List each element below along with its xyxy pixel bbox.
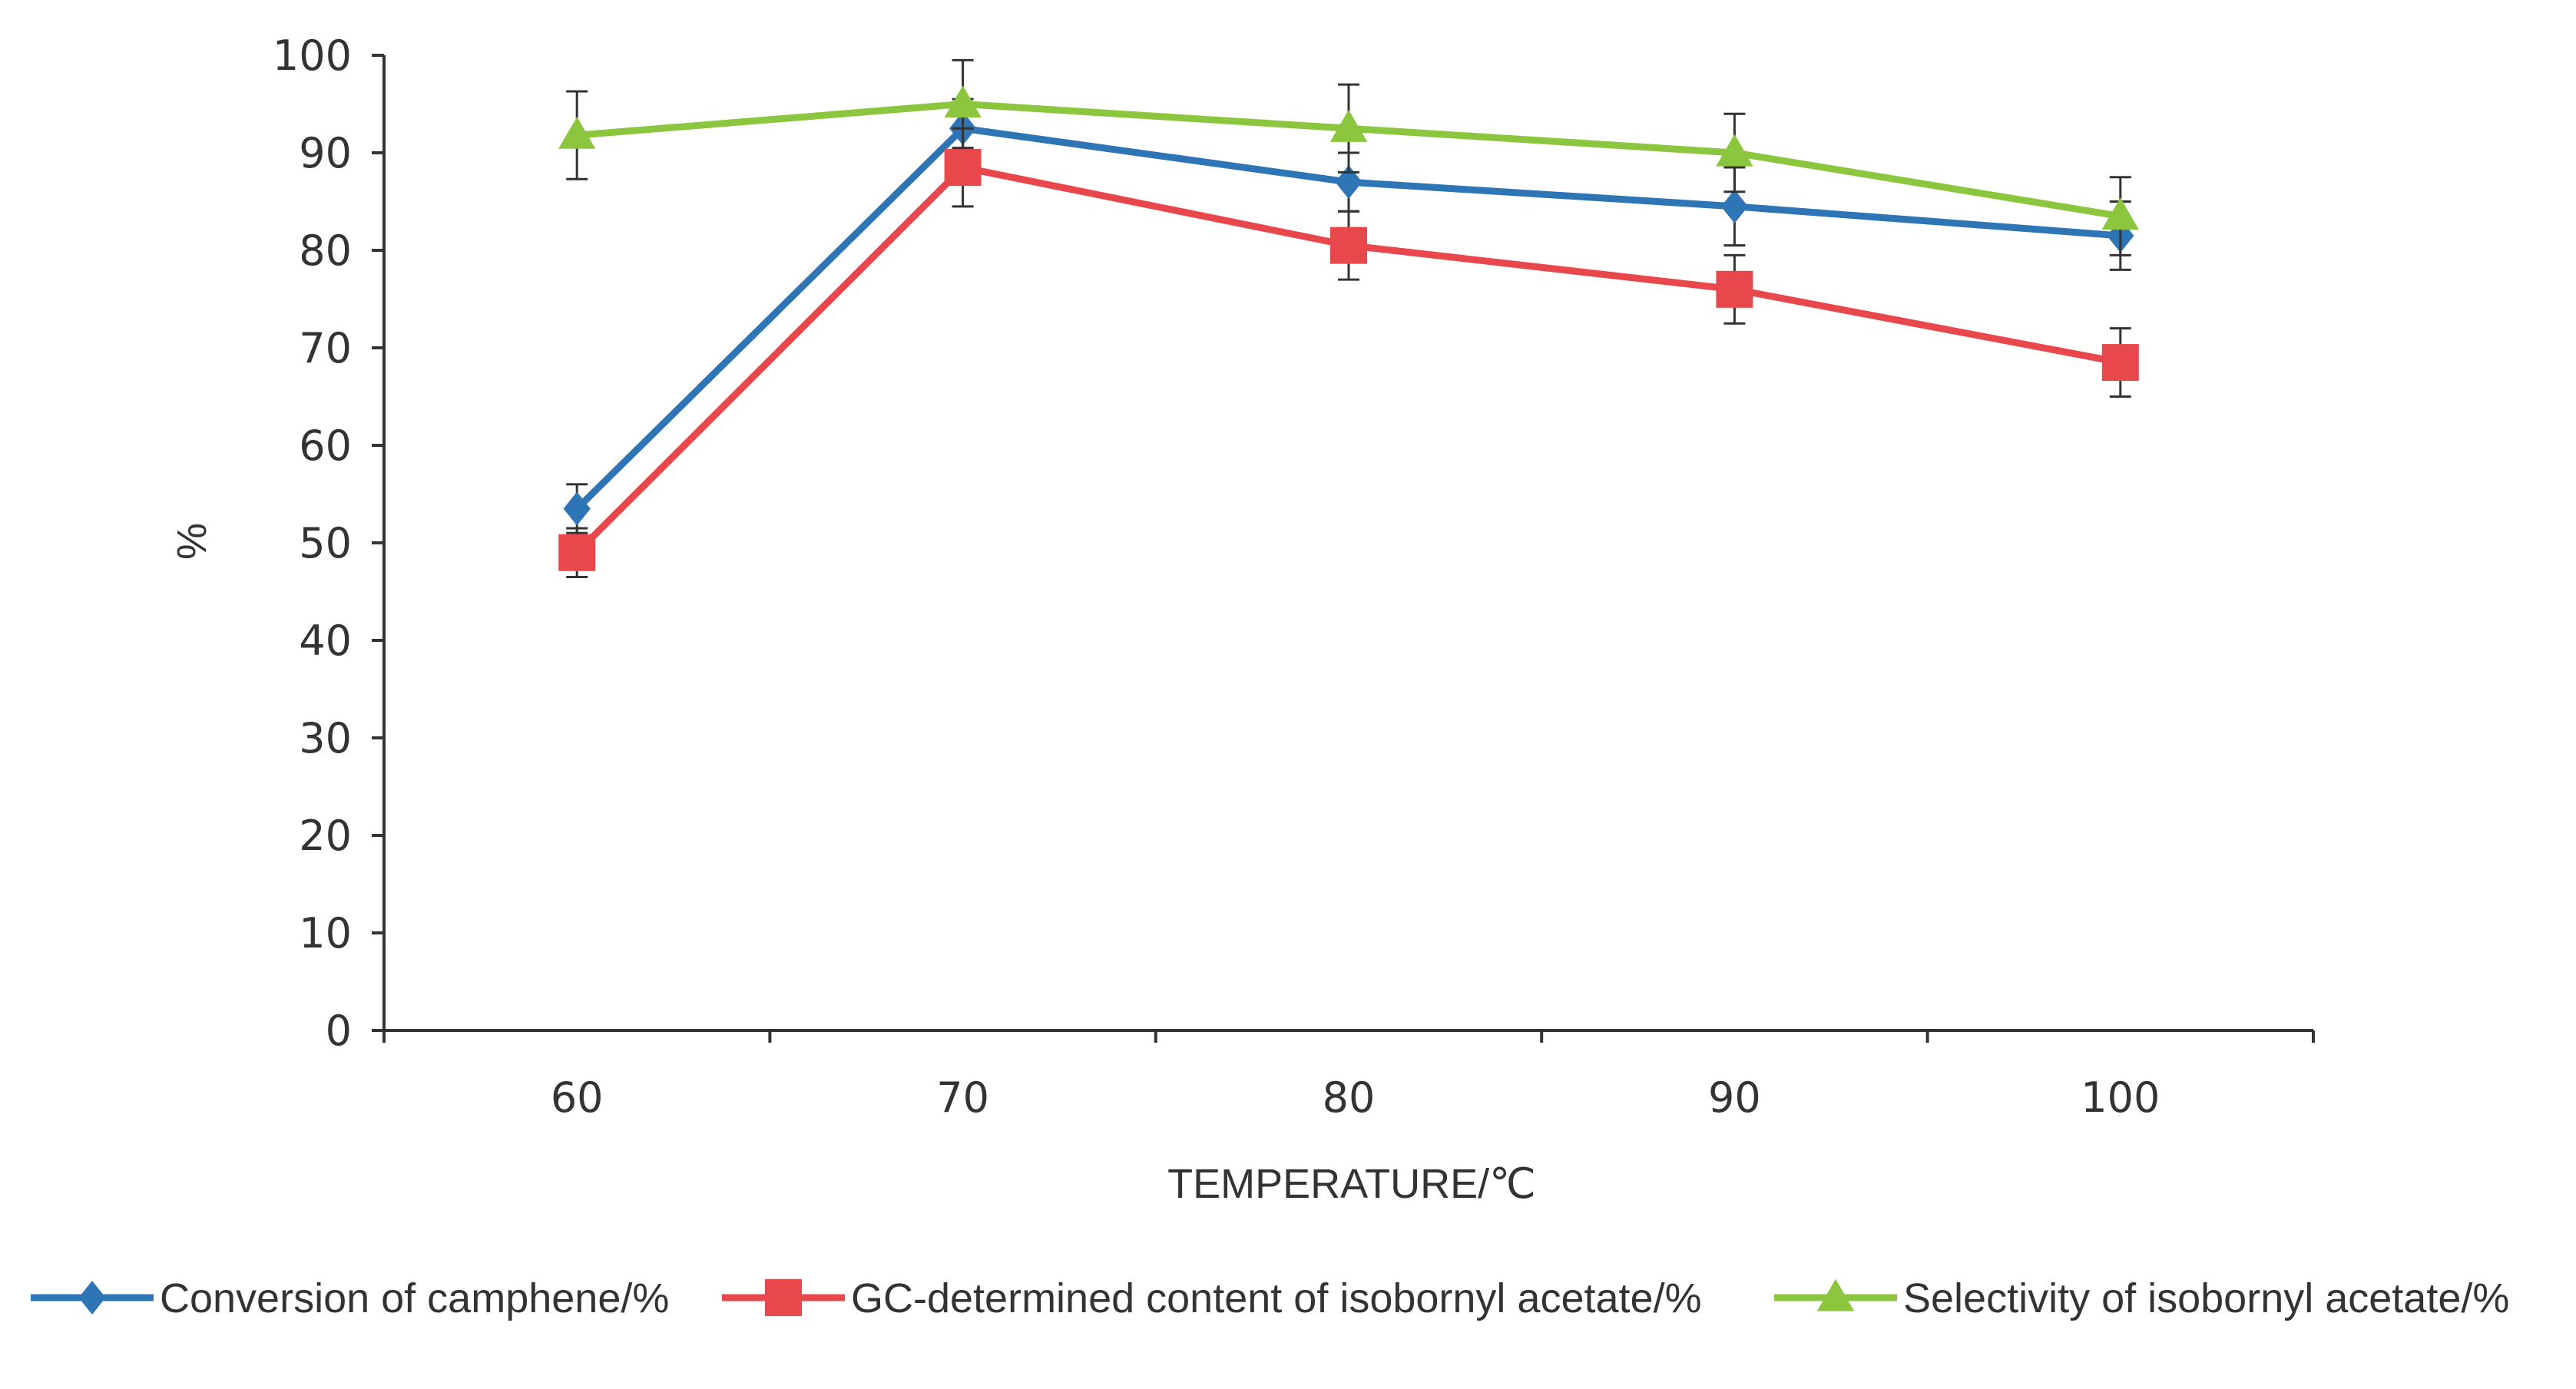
square-marker	[765, 1279, 802, 1316]
legend-label: Selectivity of isobornyl acetate/%	[1903, 1275, 2509, 1321]
legend-item-selectivity-of-isobornyl-acetate: Selectivity of isobornyl acetate/%	[1774, 1275, 2509, 1321]
y-tick-label: 100	[273, 31, 352, 80]
x-tick-label: 80	[1323, 1073, 1376, 1122]
legend-item-conversion-of-camphene: Conversion of camphene/%	[31, 1275, 669, 1321]
y-tick-label: 10	[299, 909, 352, 957]
y-axis-title: %	[169, 523, 215, 560]
y-tick-label: 0	[326, 1007, 352, 1055]
diamond-marker	[563, 491, 591, 526]
diamond-marker	[78, 1281, 106, 1315]
x-axis-title: TEMPERATURE/℃	[1167, 1161, 1536, 1207]
legend-label: GC-determined content of isobornyl aceta…	[851, 1275, 1702, 1321]
triangle-marker	[2101, 197, 2139, 230]
y-tick-label: 40	[299, 617, 352, 665]
legend: Conversion of camphene/% GC-determined co…	[31, 1275, 2509, 1321]
square-marker	[1330, 227, 1367, 264]
triangle-marker	[944, 85, 982, 118]
y-tick-label: 80	[299, 227, 352, 275]
y-axis: 0 10 20 30 40 50 60 70 80 90 100	[273, 31, 386, 1055]
x-tick-label: 100	[2081, 1073, 2160, 1122]
y-tick-label: 90	[299, 129, 352, 177]
square-marker	[944, 149, 982, 187]
triangle-marker	[1816, 1278, 1855, 1311]
y-tick-label: 50	[299, 519, 352, 567]
x-tick-label: 70	[936, 1073, 989, 1122]
triangle-marker	[1329, 110, 1368, 142]
x-tick-label: 90	[1708, 1073, 1761, 1122]
series-selectivity-of-isobornyl-acetate	[558, 58, 2139, 256]
y-tick-label: 70	[299, 324, 352, 372]
y-tick-label: 20	[299, 812, 352, 860]
series-layer	[558, 58, 2139, 578]
series-gc-determined-content-of-isobornyl-acetate	[558, 127, 2139, 578]
x-axis: 60 70 80 90 100	[382, 1029, 2315, 1122]
diamond-marker	[1720, 189, 1748, 223]
legend-item-gc-determined-content-of-isobornyl-acetate: GC-determined content of isobornyl aceta…	[722, 1275, 1702, 1321]
legend-label: Conversion of camphene/%	[160, 1275, 669, 1321]
triangle-marker	[558, 116, 596, 149]
diamond-marker	[1335, 165, 1362, 200]
square-marker	[2101, 344, 2139, 382]
square-marker	[1716, 270, 1753, 308]
square-marker	[558, 534, 596, 571]
triangle-marker	[1716, 134, 1753, 167]
x-tick-label: 60	[551, 1073, 604, 1122]
y-tick-label: 30	[299, 714, 352, 762]
y-tick-label: 60	[299, 422, 352, 470]
